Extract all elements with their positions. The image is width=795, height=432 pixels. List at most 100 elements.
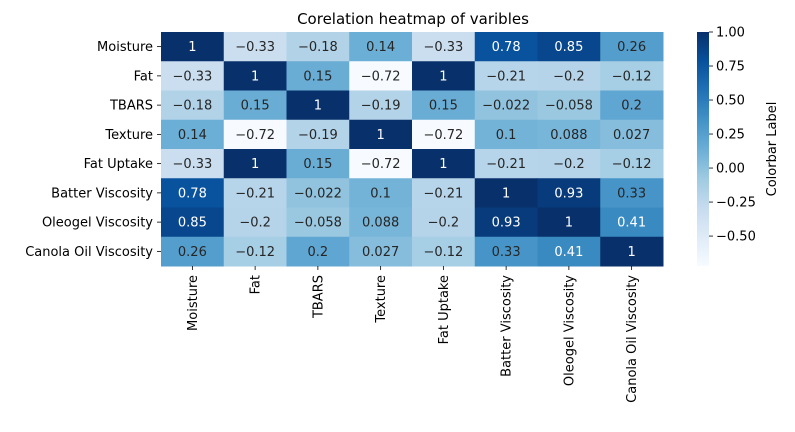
cell-value-label: −0.12 xyxy=(612,69,652,84)
cell-value-label: 0.78 xyxy=(178,186,207,201)
cell-value-label: −0.2 xyxy=(553,157,585,172)
cell-value-label: 0.15 xyxy=(429,99,458,114)
heatmap-cell xyxy=(600,207,664,238)
cell-value-label: 0.027 xyxy=(362,245,399,260)
cell-value-label: −0.19 xyxy=(361,99,401,114)
x-tick-label: Oleogel Viscosity xyxy=(562,275,577,386)
cell-value-label: 0.41 xyxy=(617,216,646,231)
cell-value-label: 0.93 xyxy=(492,216,521,231)
cell-value-label: −0.12 xyxy=(235,245,275,260)
chart-title: Corelation heatmap of varibles xyxy=(297,10,529,28)
heatmap-cell xyxy=(223,236,287,267)
cell-value-label: −0.33 xyxy=(172,157,212,172)
heatmap-cell xyxy=(600,236,664,267)
cell-value-label: 0.027 xyxy=(613,128,650,143)
cell-value-label: 0.26 xyxy=(178,245,207,260)
cell-value-label: −0.72 xyxy=(361,157,401,172)
cell-value-label: 0.1 xyxy=(496,128,517,143)
cell-value-label: 1 xyxy=(627,245,635,260)
heatmap-cell xyxy=(349,149,413,179)
cell-value-label: 0.85 xyxy=(554,40,583,55)
cell-value-label: 0.33 xyxy=(617,186,646,201)
heatmap-cell xyxy=(537,90,601,121)
cell-value-label: 0.15 xyxy=(241,99,270,114)
cell-value-label: −0.058 xyxy=(545,99,593,114)
heatmap-cell xyxy=(349,119,413,150)
cell-value-label: −0.72 xyxy=(423,128,463,143)
colorbar-label: Colorbar Label xyxy=(765,102,780,197)
heatmap-cell xyxy=(537,32,601,62)
colorbar-tick-label: 1.00 xyxy=(716,26,745,41)
heatmap-cell xyxy=(600,61,664,91)
y-tick-label: Moisture xyxy=(97,40,153,55)
heatmap-cell xyxy=(349,236,413,267)
x-tick-label: Canola Oil Viscosity xyxy=(625,275,640,403)
y-tick-label: Canola Oil Viscosity xyxy=(25,245,153,260)
cell-value-label: 1 xyxy=(439,69,447,84)
colorbar-gradient xyxy=(697,32,709,266)
cell-value-label: −0.21 xyxy=(423,186,463,201)
heatmap-cell xyxy=(412,61,476,91)
heatmap-cell xyxy=(600,149,664,179)
heatmap-cell xyxy=(349,90,413,121)
y-tick-label: Fat Uptake xyxy=(84,157,153,172)
colorbar-tick-label: 0.25 xyxy=(716,128,745,143)
cell-value-label: −0.022 xyxy=(294,186,342,201)
cell-value-label: −0.33 xyxy=(423,40,463,55)
heatmap-cell xyxy=(161,207,225,238)
heatmap-cell xyxy=(223,207,287,238)
cell-value-label: −0.058 xyxy=(294,216,342,231)
cell-value-label: −0.2 xyxy=(553,69,585,84)
heatmap-cell xyxy=(600,32,664,62)
cell-value-label: 1 xyxy=(439,157,447,172)
cell-value-label: −0.12 xyxy=(423,245,463,260)
heatmap-cell xyxy=(161,90,225,121)
cell-value-label: 1 xyxy=(251,157,259,172)
x-tick-labels: Moisture Fat TBARS Texture Fat Uptake Batter … xyxy=(186,266,640,403)
heatmap-cell xyxy=(161,236,225,267)
cell-value-label: 0.26 xyxy=(617,40,646,55)
x-tick-label: Batter Viscosity xyxy=(500,275,515,377)
heatmap-cell xyxy=(286,149,350,179)
y-tick-label: Batter Viscosity xyxy=(51,186,153,201)
cell-value-label: 0.088 xyxy=(362,216,399,231)
heatmap-cell xyxy=(286,178,350,208)
heatmap-cell xyxy=(600,119,664,150)
cell-value-label: 0.2 xyxy=(308,245,329,260)
x-tick-label: Texture xyxy=(374,275,389,324)
y-tick-label: Oleogel Viscosity xyxy=(42,216,153,231)
heatmap-cell xyxy=(349,32,413,62)
cell-value-label: −0.21 xyxy=(235,186,275,201)
heatmap-cell xyxy=(412,90,476,121)
heatmap-cell xyxy=(161,119,225,150)
cell-value-label: −0.18 xyxy=(298,40,338,55)
heatmap-cell xyxy=(412,178,476,208)
cell-value-label: −0.33 xyxy=(172,69,212,84)
heatmap-cell xyxy=(412,149,476,179)
heatmap-cell xyxy=(223,178,287,208)
heatmap-cell xyxy=(474,178,538,208)
heatmap-cell xyxy=(474,61,538,91)
x-tick-label: TBARS xyxy=(311,275,326,319)
cell-value-label: −0.21 xyxy=(486,157,526,172)
x-tick-label: Fat xyxy=(249,275,264,294)
heatmap-cell xyxy=(286,236,350,267)
heatmap-cell xyxy=(286,207,350,238)
cell-value-label: 0.2 xyxy=(621,99,642,114)
heatmap-cell xyxy=(537,178,601,208)
cell-value-label: 0.088 xyxy=(550,128,587,143)
cell-value-label: −0.18 xyxy=(172,99,212,114)
heatmap-cell xyxy=(223,61,287,91)
heatmap-cell xyxy=(474,90,538,121)
colorbar-tick-label: −0.50 xyxy=(716,230,756,245)
cell-value-label: 0.14 xyxy=(178,128,207,143)
y-tick-labels: Moisture Fat TBARS Texture Fat Uptake Batter … xyxy=(25,40,161,260)
cell-value-label: −0.2 xyxy=(239,216,271,231)
heatmap-cell xyxy=(474,236,538,267)
heatmap-cell xyxy=(286,119,350,150)
cell-value-label: 0.85 xyxy=(178,216,207,231)
cell-value-label: −0.72 xyxy=(235,128,275,143)
cell-value-label: 0.78 xyxy=(492,40,521,55)
heatmap-cell xyxy=(537,61,601,91)
heatmap-cell xyxy=(349,207,413,238)
